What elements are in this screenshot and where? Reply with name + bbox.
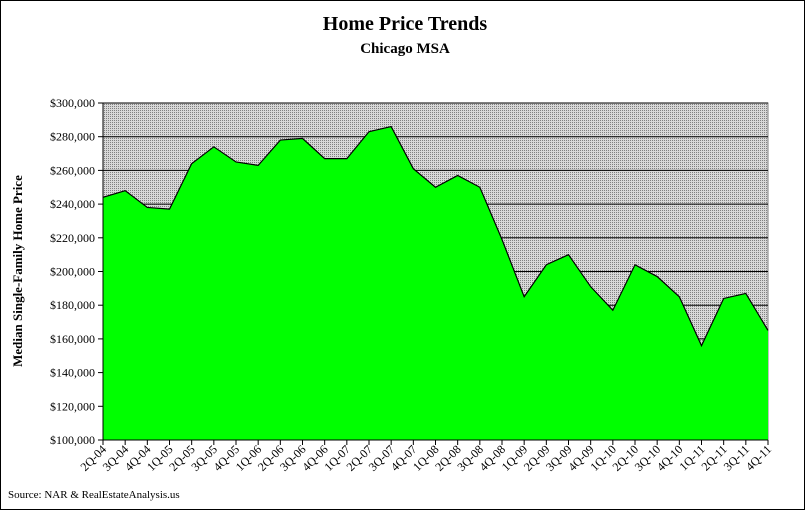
y-tick-label: $260,000 <box>50 163 95 177</box>
y-tick-label: $240,000 <box>50 197 95 211</box>
y-tick-label: $180,000 <box>50 298 95 312</box>
y-axis-label: Median Single-Family Home Price <box>10 175 25 367</box>
y-tick-label: $140,000 <box>50 366 95 380</box>
area <box>103 126 768 440</box>
chart-title: Home Price Trends <box>323 13 488 35</box>
y-tick-label: $120,000 <box>50 399 95 413</box>
source-note: Source: NAR & RealEstateAnalysis.us <box>8 489 180 501</box>
y-tick-label: $300,000 <box>50 96 95 110</box>
area-line <box>102 125 769 348</box>
y-tick-label: $100,000 <box>50 433 95 447</box>
chart-subtitle: Chicago MSA <box>360 41 450 57</box>
y-tick-label: $280,000 <box>50 130 95 144</box>
y-tick-label: $160,000 <box>50 332 95 346</box>
y-tick-label: $200,000 <box>50 265 95 279</box>
y-tick-label: $220,000 <box>50 231 95 245</box>
